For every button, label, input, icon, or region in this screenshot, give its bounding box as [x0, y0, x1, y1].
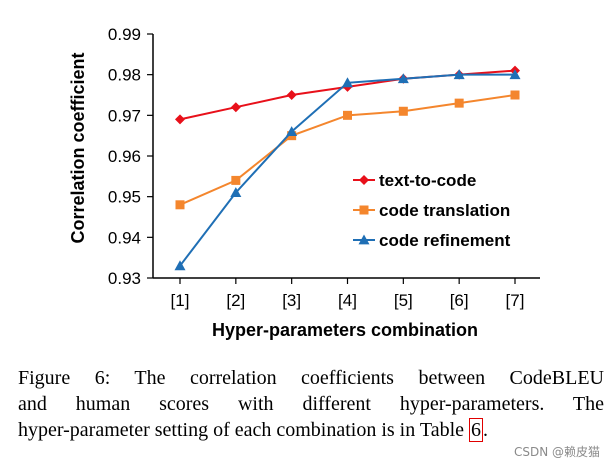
watermark: CSDN @赖皮猫 — [513, 445, 600, 459]
legend-label: code translation — [379, 201, 510, 220]
legend-entry: code translation — [353, 201, 510, 220]
chart-legend: text-to-code code translation code refinem… — [353, 171, 511, 250]
data-point — [509, 69, 521, 80]
legend-entry: code refinement — [353, 231, 511, 250]
y-axis-ticks: 0.93 0.94 0.95 0.96 0.97 0.98 0.99 — [108, 25, 153, 288]
legend-entry: text-to-code — [353, 171, 476, 190]
series-code-refinement — [174, 69, 521, 271]
legend-label: text-to-code — [379, 171, 476, 190]
data-point — [230, 102, 241, 113]
x-tick-label: [4] — [338, 291, 357, 310]
caption-line-3: hyper-parameter setting of each combinat… — [18, 417, 604, 443]
data-point — [174, 260, 186, 271]
y-tick-label: 0.93 — [108, 269, 141, 288]
data-point — [453, 69, 465, 80]
data-point — [286, 126, 298, 136]
x-tick-label: [2] — [226, 291, 245, 310]
y-tick-label: 0.99 — [108, 25, 141, 44]
y-tick-label: 0.94 — [108, 228, 141, 247]
caption-line-3-text: hyper-parameter setting of each combinat… — [18, 419, 470, 441]
table-reference-link[interactable]: 6 — [469, 418, 484, 442]
x-tick-label: [3] — [282, 291, 301, 310]
y-tick-label: 0.95 — [108, 188, 141, 207]
y-tick-label: 0.98 — [108, 66, 141, 85]
data-point — [175, 200, 185, 210]
y-tick-label: 0.96 — [108, 147, 141, 166]
x-axis-ticks: [1] [2] [3] [4] [5] [6] [7] — [171, 278, 525, 310]
data-point — [286, 90, 297, 100]
x-tick-label: [1] — [171, 291, 190, 310]
legend-label: code refinement — [379, 231, 511, 250]
caption-line-2: and human scores with different hyper-pa… — [18, 393, 604, 415]
y-axis-title: Correlation coefficient — [68, 52, 88, 243]
data-point — [510, 90, 520, 100]
chart-series — [174, 65, 521, 271]
caption-line-3-end: . — [483, 419, 489, 441]
x-tick-label: [7] — [506, 291, 525, 310]
x-tick-label: [5] — [394, 291, 413, 310]
legend-marker — [359, 205, 369, 215]
data-point — [230, 187, 242, 197]
data-point — [398, 106, 408, 116]
caption-line-1: Figure 6: The correlation coefficients b… — [18, 367, 604, 389]
legend-marker — [359, 175, 369, 185]
data-point — [342, 77, 353, 88]
data-point — [343, 110, 352, 120]
data-point — [231, 175, 241, 185]
figure-caption: Figure 6: The correlation coefficients b… — [18, 365, 604, 443]
data-point — [397, 73, 409, 84]
y-tick-label: 0.97 — [108, 106, 141, 125]
legend-marker — [358, 234, 370, 245]
data-point — [175, 114, 185, 125]
x-axis-title: Hyper-parameters combination — [212, 320, 478, 340]
line-chart: 0.93 0.94 0.95 0.96 0.97 0.98 0.99 [1] [2] [3] [4… — [68, 25, 540, 340]
data-point — [454, 98, 464, 108]
x-tick-label: [6] — [450, 291, 469, 310]
